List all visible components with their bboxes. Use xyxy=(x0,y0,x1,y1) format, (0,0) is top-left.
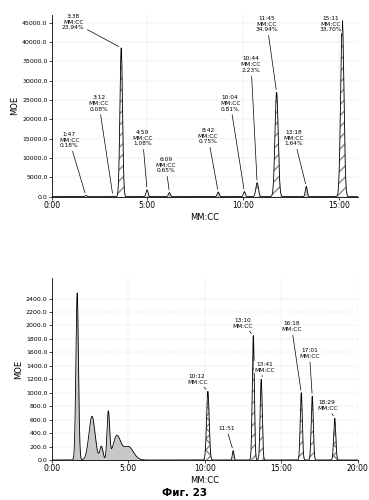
X-axis label: ММ:СС: ММ:СС xyxy=(190,212,219,222)
Text: 11:51: 11:51 xyxy=(218,426,235,448)
Text: 1:47
ММ:СС
0.18%: 1:47 ММ:СС 0.18% xyxy=(59,132,85,193)
Text: 18:29
ММ:СС: 18:29 ММ:СС xyxy=(317,400,338,416)
Text: 10:12
ММ:СС: 10:12 ММ:СС xyxy=(187,374,207,390)
Text: 11:45
ММ:СС
34.94%: 11:45 ММ:СС 34.94% xyxy=(256,16,278,90)
Text: 17:01
ММ:СС: 17:01 ММ:СС xyxy=(299,348,320,394)
Text: 16:18
ММ:СС: 16:18 ММ:СС xyxy=(281,322,302,390)
Text: Фиг. 23: Фиг. 23 xyxy=(162,488,207,498)
X-axis label: ММ:СС: ММ:СС xyxy=(190,476,219,485)
Text: 3:38
ММ:СС
23.94%: 3:38 ММ:СС 23.94% xyxy=(62,14,119,46)
Text: 3:12
ММ:СС
0.08%: 3:12 ММ:СС 0.08% xyxy=(89,95,113,194)
Text: 4:59
ММ:СС
1.08%: 4:59 ММ:СС 1.08% xyxy=(132,130,153,187)
Text: 10:04
ММ:СС
0.81%: 10:04 ММ:СС 0.81% xyxy=(220,95,244,189)
Text: 15:11
ММ:СС
33.70%: 15:11 ММ:СС 33.70% xyxy=(320,16,342,32)
Y-axis label: МОЕ: МОЕ xyxy=(10,96,19,116)
Text: 13:10
ММ:СС: 13:10 ММ:СС xyxy=(232,318,253,334)
Text: 6:09
ММ:СС
0.65%: 6:09 ММ:СС 0.65% xyxy=(156,157,176,190)
Text: 10:44
ММ:СС
2.23%: 10:44 ММ:СС 2.23% xyxy=(241,56,261,180)
Text: 8:42
ММ:СС
0.75%: 8:42 ММ:СС 0.75% xyxy=(198,128,218,190)
Text: 13:18
ММ:СС
1.64%: 13:18 ММ:СС 1.64% xyxy=(284,130,306,184)
Text: 13:41
ММ:СС: 13:41 ММ:СС xyxy=(255,362,275,376)
Y-axis label: МОЕ: МОЕ xyxy=(14,360,23,378)
